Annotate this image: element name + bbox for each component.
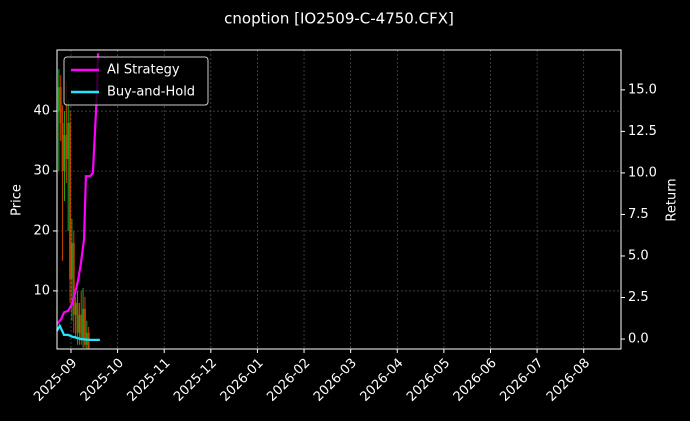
x-tick-label: 2026-07 [497,356,546,405]
x-tick-label: 2025-10 [78,356,127,405]
y2-tick-label: 0.0 [628,332,649,347]
x-tick-label: 2026-08 [544,356,593,405]
series-line [56,53,100,325]
y2-tick-label: 7.5 [628,207,649,222]
y2-tick-label: 12.5 [628,124,657,139]
x-tick-label: 2026-06 [451,356,500,405]
candle-body [76,302,79,333]
y-tick-label: 40 [33,104,50,119]
y2-tick-label: 2.5 [628,290,649,305]
y2-tick-label: 15.0 [628,82,657,97]
candle-body [65,135,68,160]
legend-label: Buy-and-Hold [107,85,195,100]
y2-axis-label: Return [665,178,680,221]
x-tick-label: 2026-04 [358,356,407,405]
legend: AI Strategy Buy-and-Hold [63,56,209,106]
x-tick-label: 2026-05 [404,356,453,405]
x-tick-label: 2026-02 [264,356,313,405]
candle-body [78,314,81,333]
candle-body [72,242,75,315]
y-tick-label: 20 [33,223,50,238]
legend-label: AI Strategy [107,63,180,78]
y-tick-label: 10 [33,283,50,298]
series-line [56,323,100,341]
x-tick-label: 2025-11 [124,356,173,405]
y2-tick-label: 5.0 [628,248,649,263]
candle-body [67,123,70,160]
candle-body [80,314,83,339]
legend-box [63,56,209,106]
candle-body [82,308,85,339]
chart-title: cnoption [IO2509-C-4750.CFX] [224,10,454,28]
candle-body [69,123,72,279]
candle-body [63,135,66,172]
y-tick-label: 30 [33,164,50,179]
candle-body [59,87,62,124]
y2-tick-label: 10.0 [628,165,657,180]
candle-body [70,242,73,279]
x-tick-label: 2026-03 [311,356,360,405]
x-tick-label: 2025-12 [171,356,220,405]
x-tick-label: 2025-09 [31,356,80,405]
candle-body [74,302,77,315]
candle-body [61,123,64,172]
candle-body [83,308,86,345]
plot-frame [56,49,622,350]
y-axis-label: Price [10,184,25,216]
candle-body [57,87,60,112]
x-tick-label: 2026-01 [218,356,267,405]
